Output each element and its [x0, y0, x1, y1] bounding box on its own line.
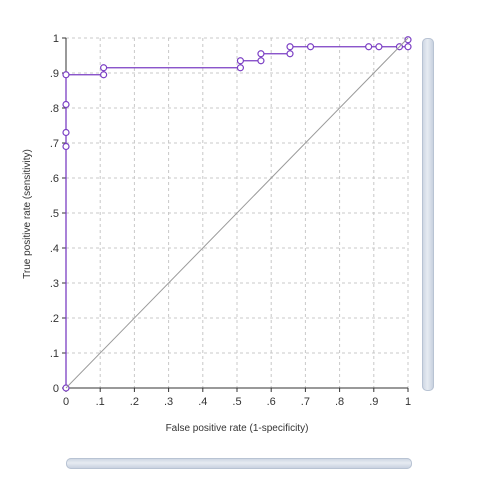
x-tick-label: .8: [335, 396, 344, 408]
x-tick-label: .4: [198, 396, 207, 408]
y-tick-label: .7: [50, 138, 59, 150]
x-tick-label: 1: [405, 396, 411, 408]
roc-point: [62, 142, 70, 151]
roc-point: [236, 64, 245, 72]
grid: [66, 37, 409, 388]
y-tick-label: .3: [50, 278, 59, 290]
y-tick-label: .6: [50, 173, 59, 185]
x-tick-label: .3: [164, 396, 173, 408]
roc-point: [404, 36, 412, 44]
roc-point: [100, 71, 108, 79]
x-tick-label: 0: [63, 396, 69, 408]
y-tick-label: .1: [50, 348, 59, 360]
y-tick-label: .5: [50, 208, 59, 220]
y-tick-label: .2: [50, 313, 59, 325]
y-tick-label: .4: [50, 243, 59, 255]
roc-point: [306, 43, 315, 51]
x-tick-label: .7: [301, 396, 310, 408]
roc-point: [365, 43, 373, 51]
y-tick-label: 0: [53, 383, 59, 395]
y-tick-label: .9: [50, 68, 59, 80]
y-tick-label: .8: [50, 103, 59, 115]
roc-point: [375, 43, 383, 51]
roc-point: [62, 128, 70, 137]
roc-point: [257, 57, 265, 65]
y-tick-label: 1: [53, 33, 59, 45]
roc-point: [236, 57, 245, 65]
series: [62, 36, 412, 392]
x-tick-label: .6: [267, 396, 276, 408]
x-tick-label: .9: [369, 396, 378, 408]
x-tick-label: .2: [130, 396, 139, 408]
roc-point: [286, 50, 294, 58]
y-axis-title: True positive rate (sensitivity): [22, 149, 33, 279]
vertical-scrollbar[interactable]: [422, 38, 434, 391]
x-tick-label: .5: [232, 396, 241, 408]
roc-point: [62, 100, 70, 109]
horizontal-scrollbar[interactable]: [66, 458, 412, 469]
roc-point: [62, 71, 70, 79]
reference-diagonal-line: [65, 37, 409, 389]
x-tick-label: .1: [96, 396, 105, 408]
x-axis-title: False positive rate (1-specificity): [166, 423, 309, 434]
roc-point: [257, 50, 265, 58]
roc-point: [404, 43, 412, 51]
roc-point: [286, 43, 294, 51]
tick-labels: 0 .1 .2 .3 .4 .5 .6 .7 .8 .9 1 0 .1 .2 .3 .4 .5 .6 .7 .8 .9 1: [50, 33, 411, 408]
roc-point: [100, 64, 108, 72]
